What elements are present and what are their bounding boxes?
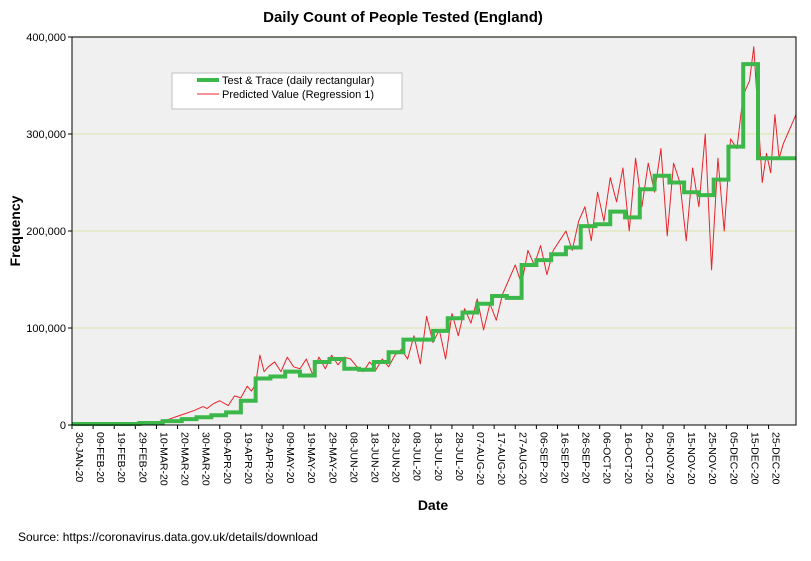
legend: Test & Trace (daily rectangular) Predict… [171, 72, 403, 110]
xtick-label-13: 08-JUN-20 [347, 432, 359, 483]
ytick-label-0: 0 [60, 420, 66, 432]
xtick-label-11: 19-MAY-20 [305, 432, 317, 484]
xtick-label-17: 18-JUL-20 [432, 432, 444, 481]
ytick-label-2: 200,000 [26, 226, 66, 238]
xtick-label-16: 08-JUL-20 [411, 432, 423, 481]
xtick-label-25: 06-OCT-20 [601, 432, 613, 484]
xtick-label-33: 25-DEC-20 [770, 432, 782, 485]
xtick-label-6: 30-MAR-20 [200, 432, 212, 486]
xtick-label-5: 20-MAR-20 [179, 432, 191, 486]
xtick-label-26: 16-OCT-20 [622, 432, 634, 484]
xtick-label-8: 19-APR-20 [242, 432, 254, 484]
xtick-label-3: 29-FEB-20 [136, 432, 148, 483]
series-predicted-line [71, 46, 797, 426]
xtick-label-22: 06-SEP-20 [537, 432, 549, 484]
ytick-label-1: 100,000 [26, 323, 66, 335]
xtick-label-20: 17-AUG-20 [495, 432, 507, 485]
source-note: Source: https://coronavirus.data.gov.uk/… [18, 530, 318, 544]
legend-label-predicted: Predicted Value (Regression 1) [222, 89, 374, 101]
xtick-label-30: 25-NOV-20 [706, 432, 718, 485]
xtick-label-10: 09-MAY-20 [284, 432, 296, 484]
ytick-label-3: 300,000 [26, 129, 66, 141]
xtick-label-0: 30-JAN-20 [73, 432, 85, 482]
xtick-label-29: 15-NOV-20 [685, 432, 697, 485]
xtick-label-9: 29-APR-20 [263, 432, 275, 484]
x-axis-title: Date [418, 497, 449, 513]
xtick-label-31: 05-DEC-20 [727, 432, 739, 485]
series-test-trace-line [72, 62, 796, 427]
xtick-label-32: 15-DEC-20 [748, 432, 760, 485]
xtick-label-1: 09-FEB-20 [94, 432, 106, 483]
xtick-label-19: 07-AUG-20 [474, 432, 486, 485]
ytick-label-4: 400,000 [26, 32, 66, 44]
xtick-label-14: 18-JUN-20 [369, 432, 381, 483]
xtick-label-12: 29-MAY-20 [326, 432, 338, 484]
xtick-label-18: 28-JUL-20 [453, 432, 465, 481]
legend-label-test-trace: Test & Trace (daily rectangular) [222, 75, 374, 87]
plot-frame [71, 36, 797, 426]
xtick-label-4: 10-MAR-20 [157, 432, 169, 486]
xtick-label-24: 26-SEP-20 [580, 432, 592, 484]
xtick-label-7: 09-APR-20 [221, 432, 233, 484]
y-axis-ticks: 0 100,000 200,000 300,000 400,000 [26, 32, 72, 432]
y-axis-title: Frequency [7, 195, 23, 266]
xtick-label-27: 26-OCT-20 [643, 432, 655, 484]
series-lines [71, 46, 797, 427]
chart-title: Daily Count of People Tested (England) [263, 9, 543, 26]
xtick-label-28: 05-NOV-20 [664, 432, 676, 485]
xtick-label-15: 28-JUN-20 [390, 432, 402, 483]
xtick-label-23: 16-SEP-20 [558, 432, 570, 484]
xtick-label-21: 27-AUG-20 [516, 432, 528, 485]
xtick-label-2: 19-FEB-20 [115, 432, 127, 483]
x-axis-ticks: 30-JAN-20 09-FEB-20 19-FEB-20 29-FEB-20 10-M… [71, 425, 782, 486]
